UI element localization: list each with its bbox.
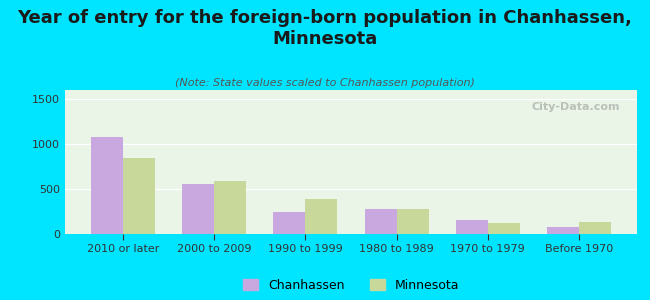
Text: Year of entry for the foreign-born population in Chanhassen,
Minnesota: Year of entry for the foreign-born popul… <box>18 9 632 48</box>
Bar <box>123 158 155 234</box>
Bar <box>547 227 579 234</box>
Bar <box>306 199 337 234</box>
Bar <box>274 212 305 234</box>
Bar <box>214 181 246 234</box>
Bar <box>396 209 428 234</box>
Bar <box>91 137 123 234</box>
Bar <box>579 222 611 234</box>
Bar <box>365 209 396 234</box>
Legend: Chanhassen, Minnesota: Chanhassen, Minnesota <box>238 274 464 297</box>
Text: (Note: State values scaled to Chanhassen population): (Note: State values scaled to Chanhassen… <box>175 78 475 88</box>
Bar <box>182 184 214 234</box>
Text: City-Data.com: City-Data.com <box>531 101 620 112</box>
Bar <box>456 220 488 234</box>
Bar <box>488 223 520 234</box>
